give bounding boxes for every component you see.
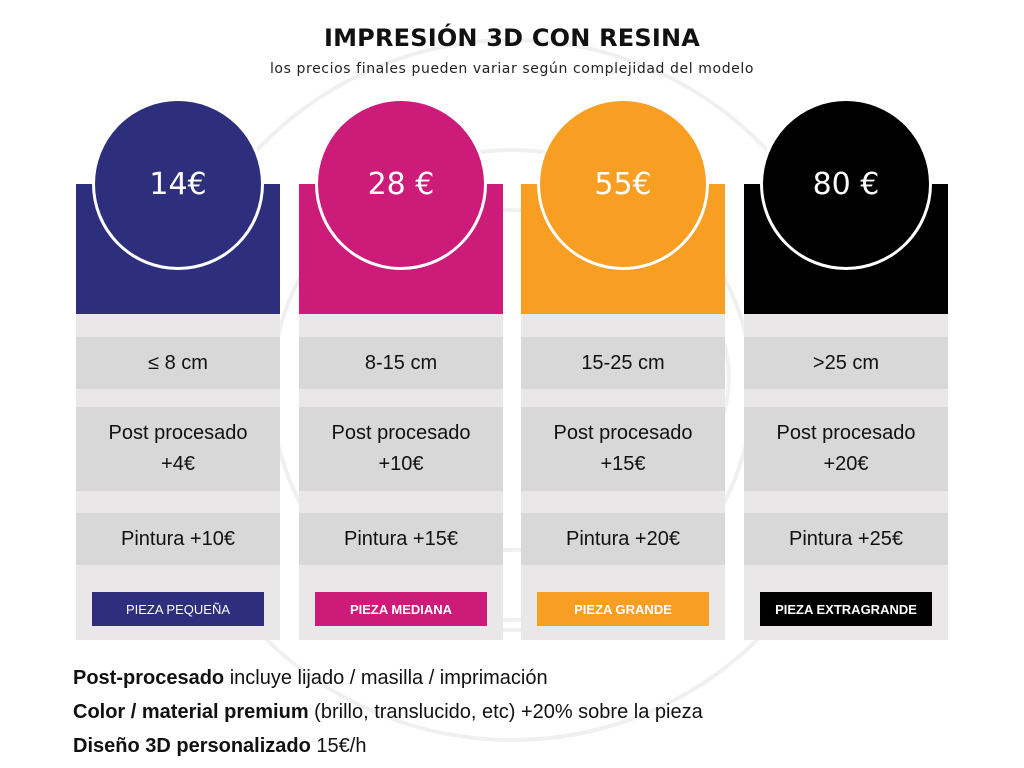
- note-premium-material: Color / material premium (brillo, transl…: [73, 695, 703, 729]
- size-badge: PIEZA GRANDE: [537, 592, 709, 626]
- post-processing-label: Post procesado: [331, 422, 471, 444]
- post-processing-price: +4€: [161, 453, 195, 475]
- size-row: >25 cm: [744, 337, 948, 389]
- pricing-card-medium: 28 € 8-15 cm Post procesado +10€ Pintura…: [299, 98, 503, 640]
- post-processing-price: +15€: [600, 453, 646, 475]
- post-processing-label: Post procesado: [776, 422, 916, 444]
- post-processing-label: Post procesado: [553, 422, 693, 444]
- size-row: ≤ 8 cm: [76, 337, 280, 389]
- painting-row: Pintura +15€: [299, 513, 503, 565]
- note-custom-design: Diseño 3D personalizado 15€/h: [73, 729, 703, 763]
- price-circle: 55€: [537, 98, 709, 270]
- size-badge: PIEZA MEDIANA: [315, 592, 487, 626]
- pricing-notes: Post-procesado incluye lijado / masilla …: [73, 661, 703, 763]
- price-circle: 28 €: [315, 98, 487, 270]
- price-label: 14€: [149, 166, 207, 202]
- note-detail: incluye lijado / masilla / imprimación: [224, 667, 548, 689]
- note-detail: 15€/h: [310, 735, 367, 757]
- post-processing-price: +10€: [378, 453, 424, 475]
- post-processing-label: Post procesado: [108, 422, 248, 444]
- page-subtitle: los precios finales pueden variar según …: [269, 61, 755, 77]
- price-circle: 80 €: [760, 98, 932, 270]
- pricing-card-small: 14€ ≤ 8 cm Post procesado +4€ Pintura +1…: [76, 98, 280, 640]
- size-row: 8-15 cm: [299, 337, 503, 389]
- note-term: Diseño 3D personalizado: [73, 735, 311, 757]
- page-title: IMPRESIÓN 3D CON RESINA: [323, 24, 701, 52]
- post-processing-price: +20€: [823, 453, 869, 475]
- price-circle: 14€: [92, 98, 264, 270]
- note-term: Color / material premium: [73, 701, 309, 723]
- size-badge: PIEZA EXTRAGRANDE: [760, 592, 932, 626]
- painting-row: Pintura +10€: [76, 513, 280, 565]
- painting-row: Pintura +25€: [744, 513, 948, 565]
- post-processing-row: Post procesado +20€: [744, 407, 948, 491]
- price-label: 55€: [594, 166, 652, 202]
- pricing-card-extra-large: 80 € >25 cm Post procesado +20€ Pintura …: [744, 98, 948, 640]
- note-detail: (brillo, translucido, etc) +20% sobre la…: [308, 701, 703, 723]
- size-badge: PIEZA PEQUEÑA: [92, 592, 264, 626]
- size-row: 15-25 cm: [521, 337, 725, 389]
- note-post-processing: Post-procesado incluye lijado / masilla …: [73, 661, 703, 695]
- post-processing-row: Post procesado +15€: [521, 407, 725, 491]
- price-label: 28 €: [367, 166, 435, 202]
- price-label: 80 €: [812, 166, 880, 202]
- note-term: Post-procesado: [73, 667, 225, 689]
- post-processing-row: Post procesado +10€: [299, 407, 503, 491]
- post-processing-row: Post procesado +4€: [76, 407, 280, 491]
- painting-row: Pintura +20€: [521, 513, 725, 565]
- pricing-card-large: 55€ 15-25 cm Post procesado +15€ Pintura…: [521, 98, 725, 640]
